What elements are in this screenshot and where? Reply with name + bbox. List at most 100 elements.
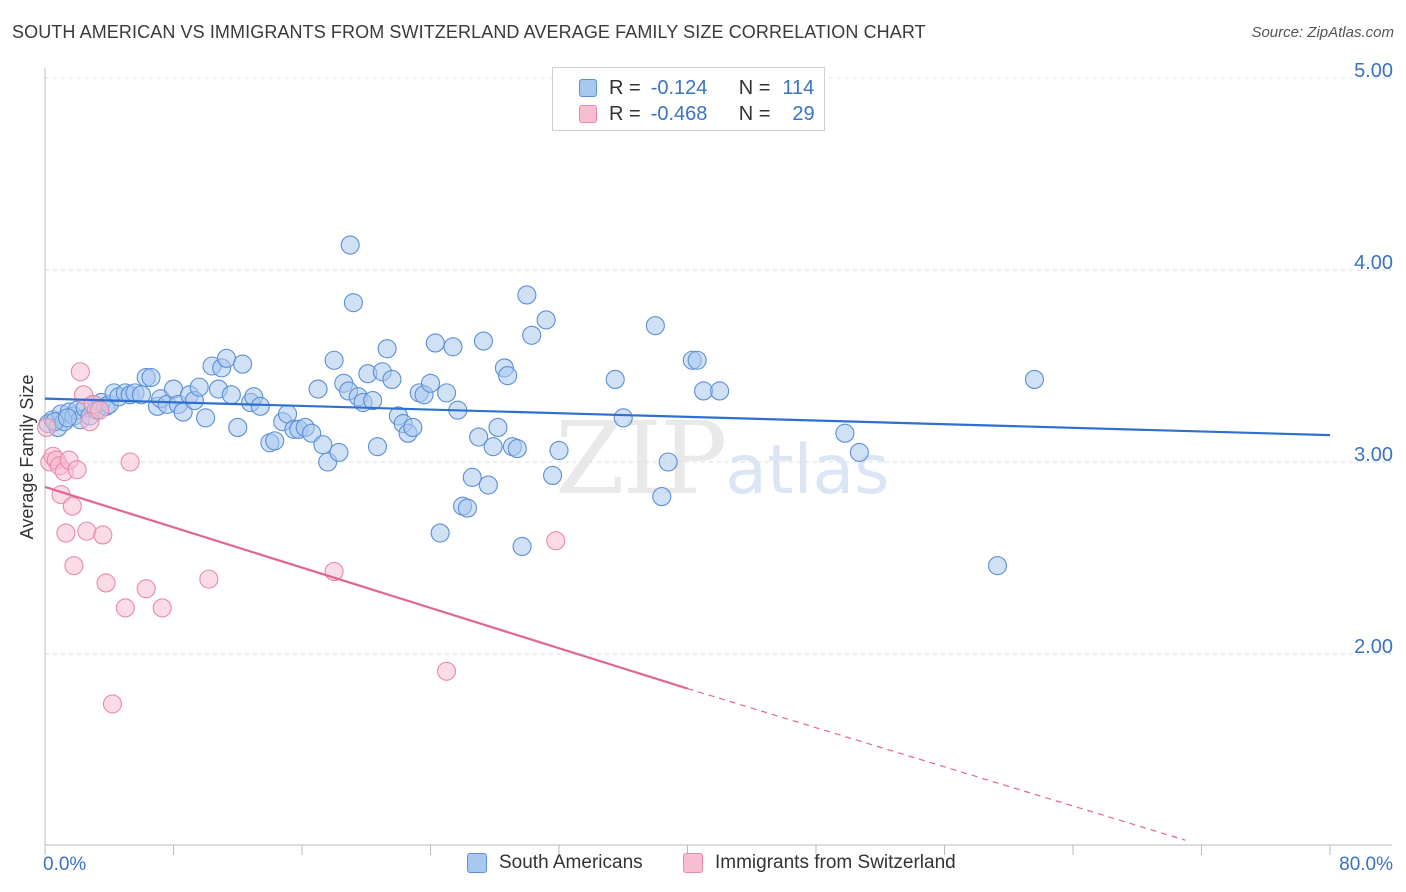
data-point-south-americans bbox=[228, 417, 248, 437]
data-point-immigrants-switzerland bbox=[546, 531, 566, 551]
data-point-south-americans bbox=[543, 465, 563, 485]
data-point-south-americans bbox=[367, 437, 388, 457]
data-point-south-americans bbox=[221, 385, 241, 405]
r-value: -0.468 bbox=[650, 102, 708, 125]
data-point-south-americans bbox=[329, 442, 349, 462]
data-point-south-americans bbox=[443, 337, 463, 357]
blue-swatch bbox=[579, 79, 597, 97]
data-point-south-americans bbox=[549, 440, 569, 461]
y-tick-label: 5.00 bbox=[1354, 60, 1393, 82]
stats-legend-row-pink: R = -0.468 N = 29 bbox=[579, 102, 815, 126]
data-point-south-americans bbox=[605, 369, 625, 389]
data-point-south-americans bbox=[131, 385, 151, 405]
stats-legend: R = -0.124 N = 114 R = -0.468 N = 29 bbox=[552, 67, 825, 131]
data-point-south-americans bbox=[473, 331, 494, 351]
data-point-south-americans bbox=[536, 310, 556, 330]
data-point-south-americans bbox=[340, 235, 360, 255]
data-point-immigrants-switzerland bbox=[70, 362, 90, 382]
data-point-south-americans bbox=[189, 377, 209, 397]
n-label: N = bbox=[738, 76, 771, 99]
data-point-south-americans bbox=[430, 523, 450, 543]
data-point-immigrants-switzerland bbox=[115, 598, 135, 618]
pink-swatch bbox=[683, 853, 703, 873]
data-point-south-americans bbox=[507, 439, 527, 459]
data-point-immigrants-switzerland bbox=[62, 496, 82, 516]
data-point-south-americans bbox=[488, 417, 508, 437]
pink-swatch bbox=[579, 105, 597, 123]
chart-title: SOUTH AMERICAN VS IMMIGRANTS FROM SWITZE… bbox=[12, 22, 926, 42]
data-point-immigrants-switzerland bbox=[437, 661, 457, 681]
series-legend: South Americans Immigrants from Switzerl… bbox=[0, 852, 1406, 876]
data-point-south-americans bbox=[645, 316, 665, 336]
data-point-south-americans bbox=[363, 391, 383, 411]
r-label: R = bbox=[609, 102, 641, 125]
data-point-south-americans bbox=[420, 373, 441, 393]
data-point-south-americans bbox=[308, 379, 328, 399]
legend-label: Immigrants from Switzerland bbox=[715, 852, 956, 873]
legend-item-south-americans: South Americans bbox=[467, 852, 643, 874]
data-point-south-americans bbox=[469, 427, 489, 447]
y-tick-label: 4.00 bbox=[1354, 252, 1393, 274]
data-point-south-americans bbox=[233, 354, 253, 374]
data-point-south-americans bbox=[457, 498, 477, 518]
y-axis-label: Average Family Size bbox=[17, 375, 37, 540]
trendline-south-americans bbox=[44, 397, 1331, 437]
data-point-south-americans bbox=[710, 381, 730, 401]
data-point-south-americans bbox=[835, 423, 855, 443]
data-point-south-americans bbox=[403, 417, 423, 437]
data-point-south-americans bbox=[517, 285, 537, 305]
stats-legend-row-blue: R = -0.124 N = 114 bbox=[579, 76, 814, 100]
data-point-south-americans bbox=[250, 396, 270, 416]
n-value: 114 bbox=[782, 76, 815, 99]
data-point-immigrants-switzerland bbox=[90, 400, 110, 420]
data-point-immigrants-switzerland bbox=[77, 521, 97, 541]
data-point-immigrants-switzerland bbox=[93, 525, 113, 545]
data-point-south-americans bbox=[324, 350, 344, 370]
legend-item-immigrants-switzerland: Immigrants from Switzerland bbox=[683, 852, 956, 874]
r-label: R = bbox=[609, 76, 641, 99]
data-point-south-americans bbox=[483, 437, 503, 457]
data-point-south-americans bbox=[382, 369, 402, 389]
data-point-immigrants-switzerland bbox=[120, 452, 140, 472]
data-point-south-americans bbox=[849, 442, 869, 462]
data-point-south-americans bbox=[613, 408, 633, 428]
n-value: 29 bbox=[792, 102, 815, 125]
data-point-immigrants-switzerland bbox=[67, 460, 87, 480]
trendline-extension-immigrants-switzerland bbox=[687, 687, 1186, 841]
data-point-south-americans bbox=[425, 333, 445, 353]
data-point-south-americans bbox=[687, 350, 707, 370]
trendline-immigrants-switzerland bbox=[44, 485, 688, 690]
data-point-south-americans bbox=[1024, 369, 1044, 389]
data-point-south-americans bbox=[216, 348, 237, 368]
legend-label: South Americans bbox=[499, 852, 643, 873]
data-point-immigrants-switzerland bbox=[136, 579, 156, 599]
data-point-immigrants-switzerland bbox=[199, 569, 219, 589]
data-point-south-americans bbox=[313, 435, 333, 455]
data-point-immigrants-switzerland bbox=[64, 556, 84, 576]
data-point-south-americans bbox=[498, 366, 518, 386]
y-tick-label: 2.00 bbox=[1354, 636, 1393, 658]
data-point-immigrants-switzerland bbox=[102, 694, 123, 714]
data-point-south-americans bbox=[437, 383, 457, 403]
data-point-immigrants-switzerland bbox=[56, 523, 76, 543]
n-label: N = bbox=[738, 102, 771, 125]
data-point-south-americans bbox=[987, 556, 1008, 576]
watermark-zip: ZIP bbox=[555, 400, 727, 517]
data-point-south-americans bbox=[343, 293, 363, 313]
data-point-immigrants-switzerland bbox=[96, 573, 116, 593]
data-point-immigrants-switzerland bbox=[152, 598, 172, 618]
data-point-south-americans bbox=[141, 367, 161, 388]
data-point-south-americans bbox=[377, 339, 397, 359]
x-tick-label: 80.0% bbox=[1339, 854, 1393, 875]
data-point-south-americans bbox=[265, 431, 285, 451]
data-point-south-americans bbox=[658, 452, 678, 472]
data-point-south-americans bbox=[302, 423, 322, 443]
r-value: -0.124 bbox=[650, 76, 708, 99]
x-tick-label: 0.0% bbox=[43, 854, 86, 875]
source-credit: Source: ZipAtlas.com bbox=[1251, 24, 1394, 41]
data-point-south-americans bbox=[694, 381, 714, 401]
data-point-south-americans bbox=[57, 408, 78, 428]
data-point-south-americans bbox=[512, 536, 532, 557]
blue-swatch bbox=[467, 853, 487, 873]
